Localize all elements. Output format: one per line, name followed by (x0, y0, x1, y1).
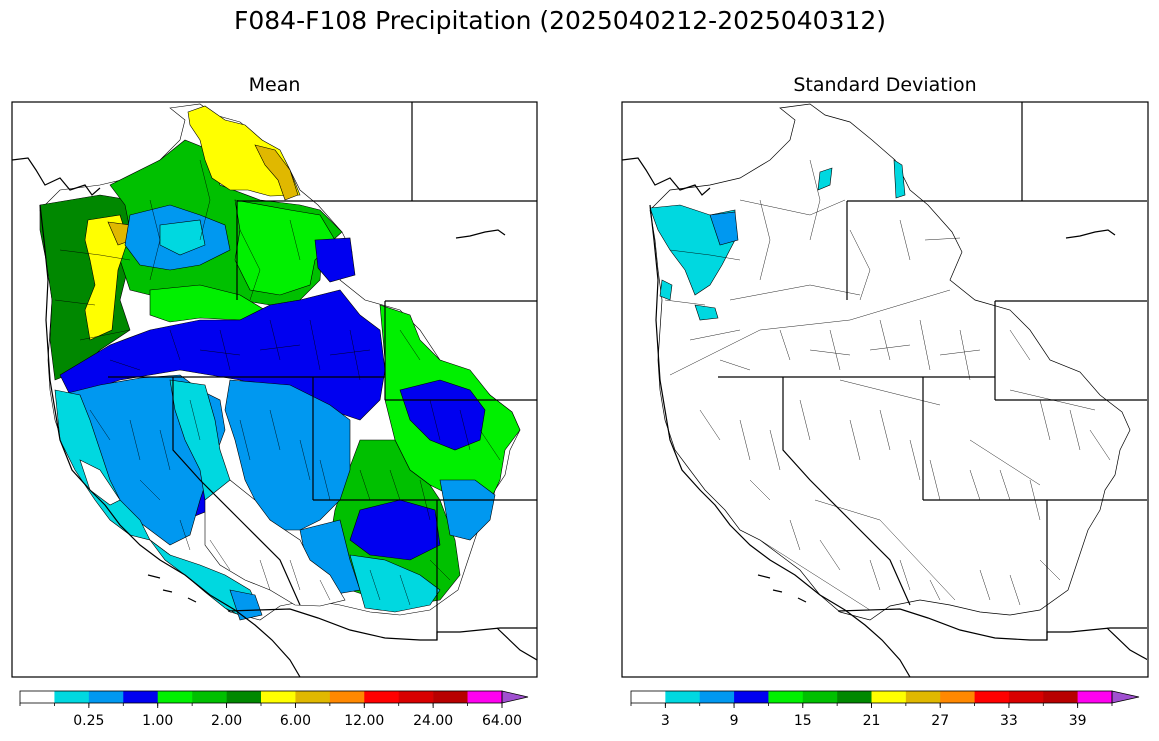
colorbar-swatch (364, 691, 400, 703)
colorbar-swatch (699, 691, 735, 703)
colorbar-tick-label: 64.00 (482, 713, 522, 729)
colorbar-tick-label: 2.00 (211, 713, 242, 729)
colorbar-swatch (1043, 691, 1078, 703)
colorbar-tick-label: 0.25 (73, 713, 104, 729)
colorbar-swatch (768, 691, 804, 703)
colorbar-swatch (88, 691, 124, 703)
colorbar-swatch (261, 691, 296, 703)
colorbar-swatch (433, 691, 468, 703)
colorbar-swatch (295, 691, 331, 703)
colorbar-swatch (192, 691, 227, 703)
colorbar-swatch (837, 691, 872, 703)
stddev-map-frame (621, 101, 1149, 678)
colorbar-swatch (398, 691, 434, 703)
stddev-map (621, 101, 1149, 678)
colorbar-extend-arrow (1111, 690, 1140, 704)
colorbar-tick-label: 39 (1069, 713, 1087, 729)
colorbar-tick-label: 27 (931, 713, 949, 729)
colorbar-swatch (802, 691, 838, 703)
colorbar-swatch (734, 691, 769, 703)
stddev-colorbar: 3 9 15 21 27 33 39 (630, 690, 1140, 729)
colorbar-tick-label: 3 (661, 713, 670, 729)
colorbar-swatch (467, 691, 503, 703)
colorbar-swatch (631, 691, 666, 703)
colorbar-swatch (940, 691, 975, 703)
colorbar-tick-label: 9 (730, 713, 739, 729)
mean-map (12, 102, 537, 677)
colorbar-extend-arrow (501, 690, 529, 704)
colorbar-tick-label: 6.00 (280, 713, 311, 729)
colorbar-swatch (665, 691, 701, 703)
colorbar-swatch (123, 691, 159, 703)
mean-colorbar: 0.25 1.00 2.00 6.00 12.00 24.00 64.00 (19, 690, 529, 729)
figure-title: F084-F108 Precipitation (2025040212-2025… (233, 6, 886, 35)
mean-panel-title: Mean (248, 74, 301, 96)
colorbar-tick-label: 15 (794, 713, 812, 729)
colorbar-tick-label: 33 (1000, 713, 1018, 729)
colorbar-swatch (226, 691, 262, 703)
colorbar-swatch (1008, 691, 1044, 703)
colorbar-swatch (905, 691, 941, 703)
colorbar-tick-label: 1.00 (142, 713, 173, 729)
colorbar-swatch (1077, 691, 1113, 703)
colorbar-swatch (157, 691, 193, 703)
stddev-panel-title: Standard Deviation (793, 74, 977, 96)
colorbar-swatch (974, 691, 1010, 703)
colorbar-swatch (54, 691, 90, 703)
colorbar-swatch (871, 691, 907, 703)
colorbar-tick-label: 21 (863, 713, 881, 729)
colorbar-tick-label: 12.00 (344, 713, 384, 729)
colorbar-swatch (329, 691, 365, 703)
colorbar-swatch (20, 691, 55, 703)
mean-map-frame (11, 101, 538, 678)
colorbar-tick-label: 24.00 (413, 713, 453, 729)
